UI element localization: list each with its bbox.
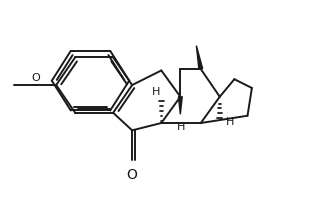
Text: H: H xyxy=(152,87,160,97)
Text: H: H xyxy=(177,122,185,132)
Text: O: O xyxy=(127,168,137,182)
Text: O: O xyxy=(31,73,40,83)
Polygon shape xyxy=(179,97,182,114)
Text: H: H xyxy=(226,116,234,127)
Polygon shape xyxy=(196,46,203,69)
